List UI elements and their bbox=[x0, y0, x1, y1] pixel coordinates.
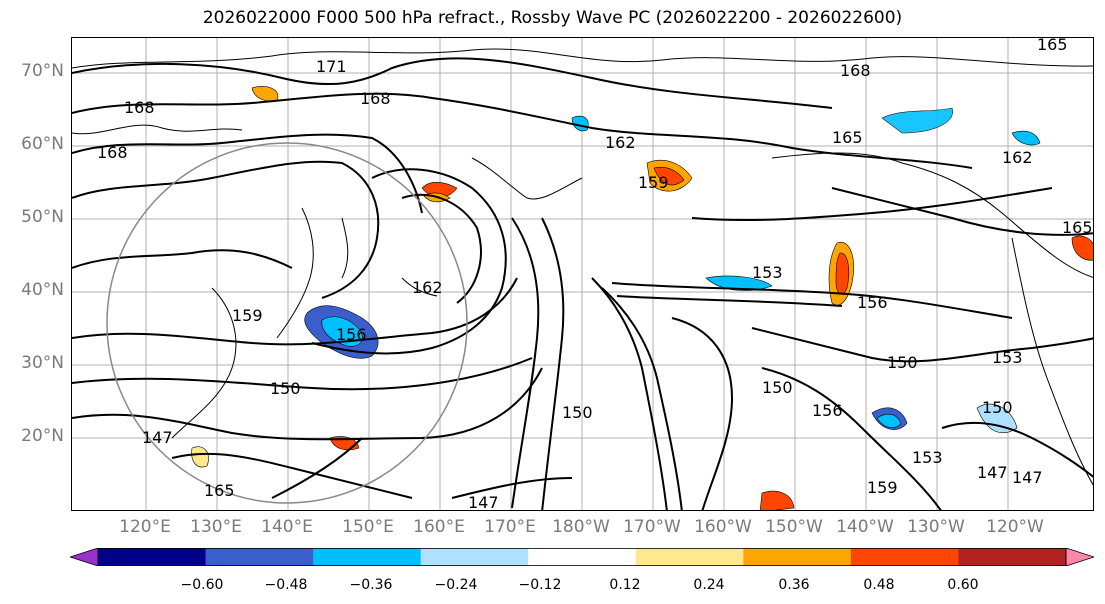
contour-label: 159 bbox=[638, 173, 669, 192]
contour-labels: 171 168 168 168 168 165 165 162 162 159 … bbox=[97, 38, 1093, 511]
colorbar-segments bbox=[70, 548, 1094, 566]
contour-label: 156 bbox=[857, 293, 888, 312]
contour-label: 162 bbox=[1002, 148, 1033, 167]
colorbar-segment bbox=[958, 548, 1067, 566]
contour-label: 153 bbox=[912, 448, 943, 467]
lat-label: 70°N bbox=[21, 61, 64, 81]
colorbar-tick: −0.36 bbox=[349, 577, 393, 593]
colorbar-tick: −0.12 bbox=[518, 577, 562, 593]
lon-label: 160°E bbox=[413, 517, 465, 537]
lon-label: 160°W bbox=[694, 517, 752, 537]
lat-label: 50°N bbox=[21, 207, 64, 227]
colorbar-segment bbox=[205, 548, 314, 566]
contour-label: 165 bbox=[1037, 38, 1068, 54]
colorbar-segment bbox=[313, 548, 422, 566]
colorbar-extend-high bbox=[1065, 548, 1094, 566]
lat-label: 60°N bbox=[21, 134, 64, 154]
contour-label: 159 bbox=[232, 306, 263, 325]
contour-label: 150 bbox=[887, 353, 918, 372]
lon-label: 180°W bbox=[552, 517, 610, 537]
contour-label: 162 bbox=[412, 278, 443, 297]
colorbar-outline bbox=[97, 548, 1067, 566]
lon-label: 120°E bbox=[119, 517, 171, 537]
contour-label: 150 bbox=[270, 379, 301, 398]
contour-label: 147 bbox=[977, 463, 1008, 482]
colorbar bbox=[70, 548, 1094, 566]
lon-label: 150°E bbox=[342, 517, 394, 537]
contour-label: 168 bbox=[124, 98, 155, 117]
lat-label: 30°N bbox=[21, 353, 64, 373]
contour-label: 153 bbox=[992, 348, 1023, 367]
contour-label: 147 bbox=[1012, 468, 1043, 487]
colorbar-segment bbox=[528, 548, 637, 566]
lon-label: 170°W bbox=[623, 517, 681, 537]
colorbar-segment bbox=[850, 548, 959, 566]
contour-label: 147 bbox=[468, 493, 499, 511]
contour-label: 150 bbox=[762, 378, 793, 397]
lon-label: 130°W bbox=[907, 517, 965, 537]
contour-lines bbox=[72, 57, 1093, 510]
colorbar-tick: 0.60 bbox=[947, 577, 979, 593]
contour-label: 171 bbox=[316, 57, 347, 76]
map-svg: 171 168 168 168 168 165 165 162 162 159 … bbox=[72, 38, 1093, 511]
colorbar-segment bbox=[98, 548, 207, 566]
lon-label: 140°W bbox=[836, 517, 894, 537]
anomaly-fills bbox=[191, 86, 1093, 510]
colorbar-segment bbox=[420, 548, 529, 566]
contour-label: 165 bbox=[1062, 218, 1093, 237]
colorbar-tick: −0.24 bbox=[434, 577, 478, 593]
lon-label: 140°E bbox=[261, 517, 313, 537]
colorbar-extend-low bbox=[70, 548, 99, 566]
contour-label: 147 bbox=[142, 428, 173, 447]
map-plot-area: 171 168 168 168 168 165 165 162 162 159 … bbox=[71, 37, 1094, 511]
contour-label: 165 bbox=[204, 481, 235, 500]
lat-label: 40°N bbox=[21, 280, 64, 300]
contour-label: 150 bbox=[562, 403, 593, 422]
contour-label: 168 bbox=[360, 89, 391, 108]
contour-label: 153 bbox=[752, 263, 783, 282]
colorbar-tick: 0.12 bbox=[609, 577, 641, 593]
colorbar-segment bbox=[635, 548, 744, 566]
colorbar-tick: 0.48 bbox=[863, 577, 895, 593]
contour-label: 165 bbox=[832, 128, 863, 147]
colorbar-tick: 0.24 bbox=[693, 577, 725, 593]
graticule bbox=[72, 38, 1093, 510]
lat-label: 20°N bbox=[21, 426, 64, 446]
contour-label: 150 bbox=[982, 398, 1013, 417]
contour-label: 156 bbox=[812, 401, 843, 420]
contour-label: 162 bbox=[605, 133, 636, 152]
reference-circle bbox=[106, 142, 468, 504]
lon-label: 130°E bbox=[190, 517, 242, 537]
lon-label: 170°E bbox=[484, 517, 536, 537]
colorbar-tick: 0.36 bbox=[778, 577, 810, 593]
colorbar-tick: −0.48 bbox=[264, 577, 308, 593]
contour-label: 168 bbox=[840, 61, 871, 80]
contour-label: 156 bbox=[336, 325, 367, 344]
colorbar-tick: −0.60 bbox=[180, 577, 224, 593]
contour-label: 168 bbox=[97, 143, 128, 162]
lon-label: 150°W bbox=[765, 517, 823, 537]
lon-label: 120°W bbox=[986, 517, 1044, 537]
colorbar-segment bbox=[743, 548, 852, 566]
contour-label: 159 bbox=[867, 478, 898, 497]
map-title: 2026022000 F000 500 hPa refract., Rossby… bbox=[202, 8, 903, 28]
